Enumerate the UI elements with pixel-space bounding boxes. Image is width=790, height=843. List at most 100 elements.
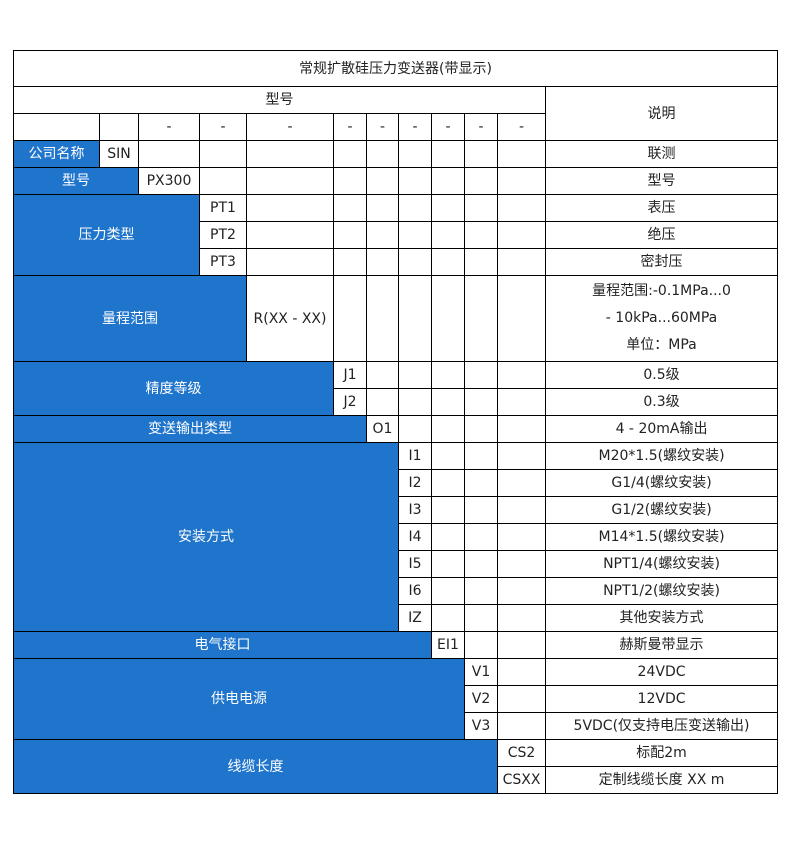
code-cell: I6 xyxy=(398,577,432,605)
desc-cell: 型号 xyxy=(544,167,779,195)
empty-cell xyxy=(464,523,498,551)
empty-cell xyxy=(366,140,399,168)
dash-cell: - xyxy=(431,113,465,141)
desc-cell: 标配2m xyxy=(544,739,779,767)
code-cell: J1 xyxy=(333,361,367,389)
empty-cell xyxy=(99,113,139,141)
dash-cell: - xyxy=(246,113,334,141)
code-cell: CS2 xyxy=(497,739,546,767)
table-row: I6 NPT1/2(螺纹安装) xyxy=(14,577,779,605)
empty-cell xyxy=(398,415,432,443)
empty-cell xyxy=(398,221,432,249)
empty-cell xyxy=(497,469,546,497)
empty-cell xyxy=(431,361,465,389)
code-cell: O1 xyxy=(366,415,399,443)
empty-cell xyxy=(366,388,399,416)
desc-cell: 赫斯曼带显示 xyxy=(544,631,779,659)
code-cell: I3 xyxy=(398,496,432,524)
desc-cell: NPT1/2(螺纹安装) xyxy=(544,577,779,605)
desc-cell: 定制线缆长度 XX m xyxy=(544,766,779,794)
empty-cell xyxy=(333,167,367,195)
table-row: 型号 PX300 型号 xyxy=(13,167,779,195)
table-row: V3 5VDC(仅支持电压变送输出) xyxy=(14,712,779,740)
desc-cell: 其他安装方式 xyxy=(544,604,779,632)
empty-cell xyxy=(464,167,498,195)
code-cell: PT3 xyxy=(199,248,247,276)
empty-cell xyxy=(366,248,399,276)
table-row: PT2 绝压 xyxy=(14,221,779,249)
empty-cell xyxy=(464,275,498,362)
empty-cell xyxy=(464,604,498,632)
empty-cell xyxy=(431,496,465,524)
empty-cell xyxy=(431,577,465,605)
desc-line: - 10kPa...60MPa xyxy=(605,310,718,326)
empty-cell xyxy=(431,140,465,168)
empty-cell xyxy=(464,248,498,276)
category-cell: 压力类型 xyxy=(13,194,200,276)
empty-cell xyxy=(431,167,465,195)
desc-cell: 4 - 20mA输出 xyxy=(544,415,779,443)
description-header: 说明 xyxy=(544,86,779,141)
desc-cell: M20*1.5(螺纹安装) xyxy=(544,442,779,470)
table-row: 供电电源 V1 24VDC xyxy=(13,658,779,740)
empty-cell xyxy=(366,275,399,362)
empty-cell xyxy=(497,523,546,551)
empty-cell xyxy=(199,140,247,168)
dash-cell: - xyxy=(199,113,247,141)
empty-cell xyxy=(464,631,498,659)
dash-cell: - xyxy=(333,113,367,141)
empty-cell xyxy=(431,194,465,222)
empty-cell xyxy=(398,248,432,276)
empty-cell xyxy=(431,604,465,632)
model-selection-table: 常规扩散硅压力变送器(带显示) 型号 说明 --------- 公司名称 SIN… xyxy=(12,50,779,794)
desc-cell: G1/4(螺纹安装) xyxy=(544,469,779,497)
code-cell: PT1 xyxy=(199,194,247,222)
empty-cell xyxy=(497,388,546,416)
empty-cell xyxy=(497,275,546,362)
code-cell: I4 xyxy=(398,523,432,551)
empty-cell xyxy=(366,194,399,222)
desc-cell: M14*1.5(螺纹安装) xyxy=(544,523,779,551)
category-cell: 量程范围 xyxy=(13,275,247,362)
code-cell: SIN xyxy=(99,140,139,168)
desc-cell: 0.3级 xyxy=(544,388,779,416)
dash-cell: - xyxy=(464,113,498,141)
desc-cell: 量程范围:-0.1MPa...0 - 10kPa...60MPa 单位：MPa xyxy=(544,275,779,362)
desc-cell: 0.5级 xyxy=(544,361,779,389)
desc-cell: 联测 xyxy=(544,140,779,168)
category-cell: 电气接口 xyxy=(13,631,432,659)
empty-cell xyxy=(497,167,546,195)
empty-cell xyxy=(497,415,546,443)
empty-cell xyxy=(398,361,432,389)
empty-cell xyxy=(497,550,546,578)
table-row: 压力类型 PT1 表压 xyxy=(13,194,779,276)
empty-cell xyxy=(398,167,432,195)
table-title: 常规扩散硅压力变送器(带显示) xyxy=(12,50,779,87)
table-row: 安装方式 I1 M20*1.5(螺纹安装) xyxy=(13,442,779,632)
empty-cell xyxy=(497,442,546,470)
table-row: 公司名称 SIN 联测 xyxy=(13,140,779,168)
table-row: 线缆长度 CS2 标配2m xyxy=(13,739,779,794)
desc-cell: 密封压 xyxy=(544,248,779,276)
empty-cell xyxy=(333,248,367,276)
empty-cell xyxy=(138,140,200,168)
empty-cell xyxy=(497,221,546,249)
code-cell: I5 xyxy=(398,550,432,578)
code-cell: J2 xyxy=(333,388,367,416)
empty-cell xyxy=(246,194,334,222)
empty-cell xyxy=(464,469,498,497)
empty-cell xyxy=(497,604,546,632)
category-cell: 精度等级 xyxy=(13,361,334,416)
category-cell: 供电电源 xyxy=(13,658,465,740)
empty-cell xyxy=(333,194,367,222)
empty-cell xyxy=(246,167,334,195)
empty-cell xyxy=(246,140,334,168)
empty-cell xyxy=(246,221,334,249)
empty-cell xyxy=(497,248,546,276)
code-cell: V3 xyxy=(464,712,498,740)
empty-cell xyxy=(366,361,399,389)
empty-cell xyxy=(464,496,498,524)
code-cell: I2 xyxy=(398,469,432,497)
empty-cell xyxy=(199,167,247,195)
empty-cell xyxy=(431,388,465,416)
